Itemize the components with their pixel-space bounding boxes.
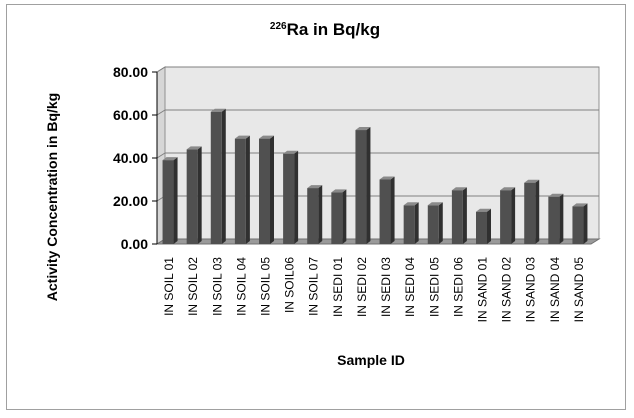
bar-side <box>270 135 274 244</box>
bar-top <box>186 146 202 150</box>
y-tick-label: 0.00 <box>121 236 148 252</box>
bar-side <box>438 202 443 244</box>
bar <box>259 138 270 244</box>
x-category-label: IN SAND 03 <box>524 257 538 323</box>
bar <box>524 182 536 244</box>
x-axis-title: Sample ID <box>337 352 405 368</box>
bar-top <box>234 135 250 139</box>
x-category-label: IN SEDI 03 <box>379 257 393 317</box>
x-category-label: IN SEDI 06 <box>451 257 465 317</box>
chart-title-superscript: 226 <box>270 21 287 32</box>
bar <box>476 211 487 244</box>
bar-top <box>259 135 274 139</box>
bar <box>307 188 319 244</box>
y-tick-label: 20.00 <box>113 193 148 209</box>
chart-title-main: Ra in Bq/kg <box>287 20 381 39</box>
y-tick-label: 40.00 <box>113 150 148 166</box>
chart-frame: 226Ra in Bq/kg 0.00 20.00 40.00 60.00 80.00 I… <box>6 4 626 410</box>
bar-side <box>197 146 202 244</box>
bar-side <box>221 108 226 245</box>
bar-top <box>210 108 226 112</box>
x-category-label: IN SAND 05 <box>572 257 586 323</box>
x-category-label: IN SEDI 05 <box>427 257 441 317</box>
bar <box>355 130 367 244</box>
bar-top <box>524 179 540 183</box>
bar-top <box>572 203 588 207</box>
bar <box>331 192 343 244</box>
bar-top <box>355 127 371 131</box>
bar-side <box>487 208 491 244</box>
bar <box>451 190 463 244</box>
x-category-label: IN SAND 04 <box>548 257 562 323</box>
bar <box>500 190 512 244</box>
bar-top <box>379 176 395 180</box>
bar-top <box>548 193 564 197</box>
bar-side <box>342 189 347 244</box>
bar-side <box>318 185 323 244</box>
x-category-label: IN SOIL06 <box>283 257 297 313</box>
gridline-side <box>156 152 166 159</box>
bar-top <box>403 202 419 206</box>
bar <box>548 196 560 244</box>
bar-chart: 226Ra in Bq/kg 0.00 20.00 40.00 60.00 80.00 I… <box>44 20 601 368</box>
x-category-label: IN SOIL 07 <box>307 257 321 316</box>
bar <box>403 205 415 244</box>
bar <box>210 111 222 245</box>
bar-side <box>366 127 371 244</box>
bar-top <box>162 157 178 161</box>
x-category-label: IN SOIL 05 <box>259 257 273 316</box>
bar <box>572 206 584 244</box>
bar-top <box>500 187 516 191</box>
bar-side <box>583 203 588 244</box>
y-axis-title: Activity Concentration in Bq/kg <box>44 93 60 301</box>
bar-top <box>307 185 323 189</box>
bar-top <box>331 189 347 193</box>
x-category-label: IN SOIL 04 <box>234 257 248 316</box>
bar-top <box>451 187 467 191</box>
bar-side <box>294 150 299 244</box>
bar-top <box>427 202 443 206</box>
bar-side <box>462 187 467 244</box>
x-category-label: IN SEDI 02 <box>355 257 369 317</box>
bar <box>162 160 174 244</box>
x-category-label: IN SAND 02 <box>500 257 514 323</box>
bar <box>283 153 295 244</box>
bar-top <box>476 208 491 212</box>
y-tick-label: 60.00 <box>113 107 148 123</box>
plot-area: 0.00 20.00 40.00 60.00 80.00 IN SOIL 01 IN SOI… <box>113 64 601 323</box>
gridline-side <box>156 66 166 73</box>
bar-side <box>414 202 419 244</box>
bar-side <box>390 176 395 244</box>
x-category-label: IN SOIL 01 <box>162 257 176 316</box>
x-category-label: IN SEDI 01 <box>331 257 345 317</box>
bar <box>427 205 439 244</box>
chart-title: 226Ra in Bq/kg <box>270 20 380 39</box>
bar <box>234 138 246 244</box>
y-tick-label: 80.00 <box>113 64 148 80</box>
bar <box>186 149 198 244</box>
bar-side <box>535 179 540 244</box>
gridline-side <box>156 109 166 116</box>
bar-side <box>245 135 250 244</box>
x-category-label: IN SOIL 02 <box>186 257 200 316</box>
bar-side <box>511 187 516 244</box>
x-category-label: IN SAND 01 <box>476 257 490 323</box>
bar-top <box>283 150 299 154</box>
bar <box>379 179 391 244</box>
x-category-label: IN SOIL 03 <box>210 257 224 316</box>
x-category-label: IN SEDI 04 <box>403 257 417 317</box>
bar-side <box>559 193 564 244</box>
bar-side <box>173 157 178 244</box>
